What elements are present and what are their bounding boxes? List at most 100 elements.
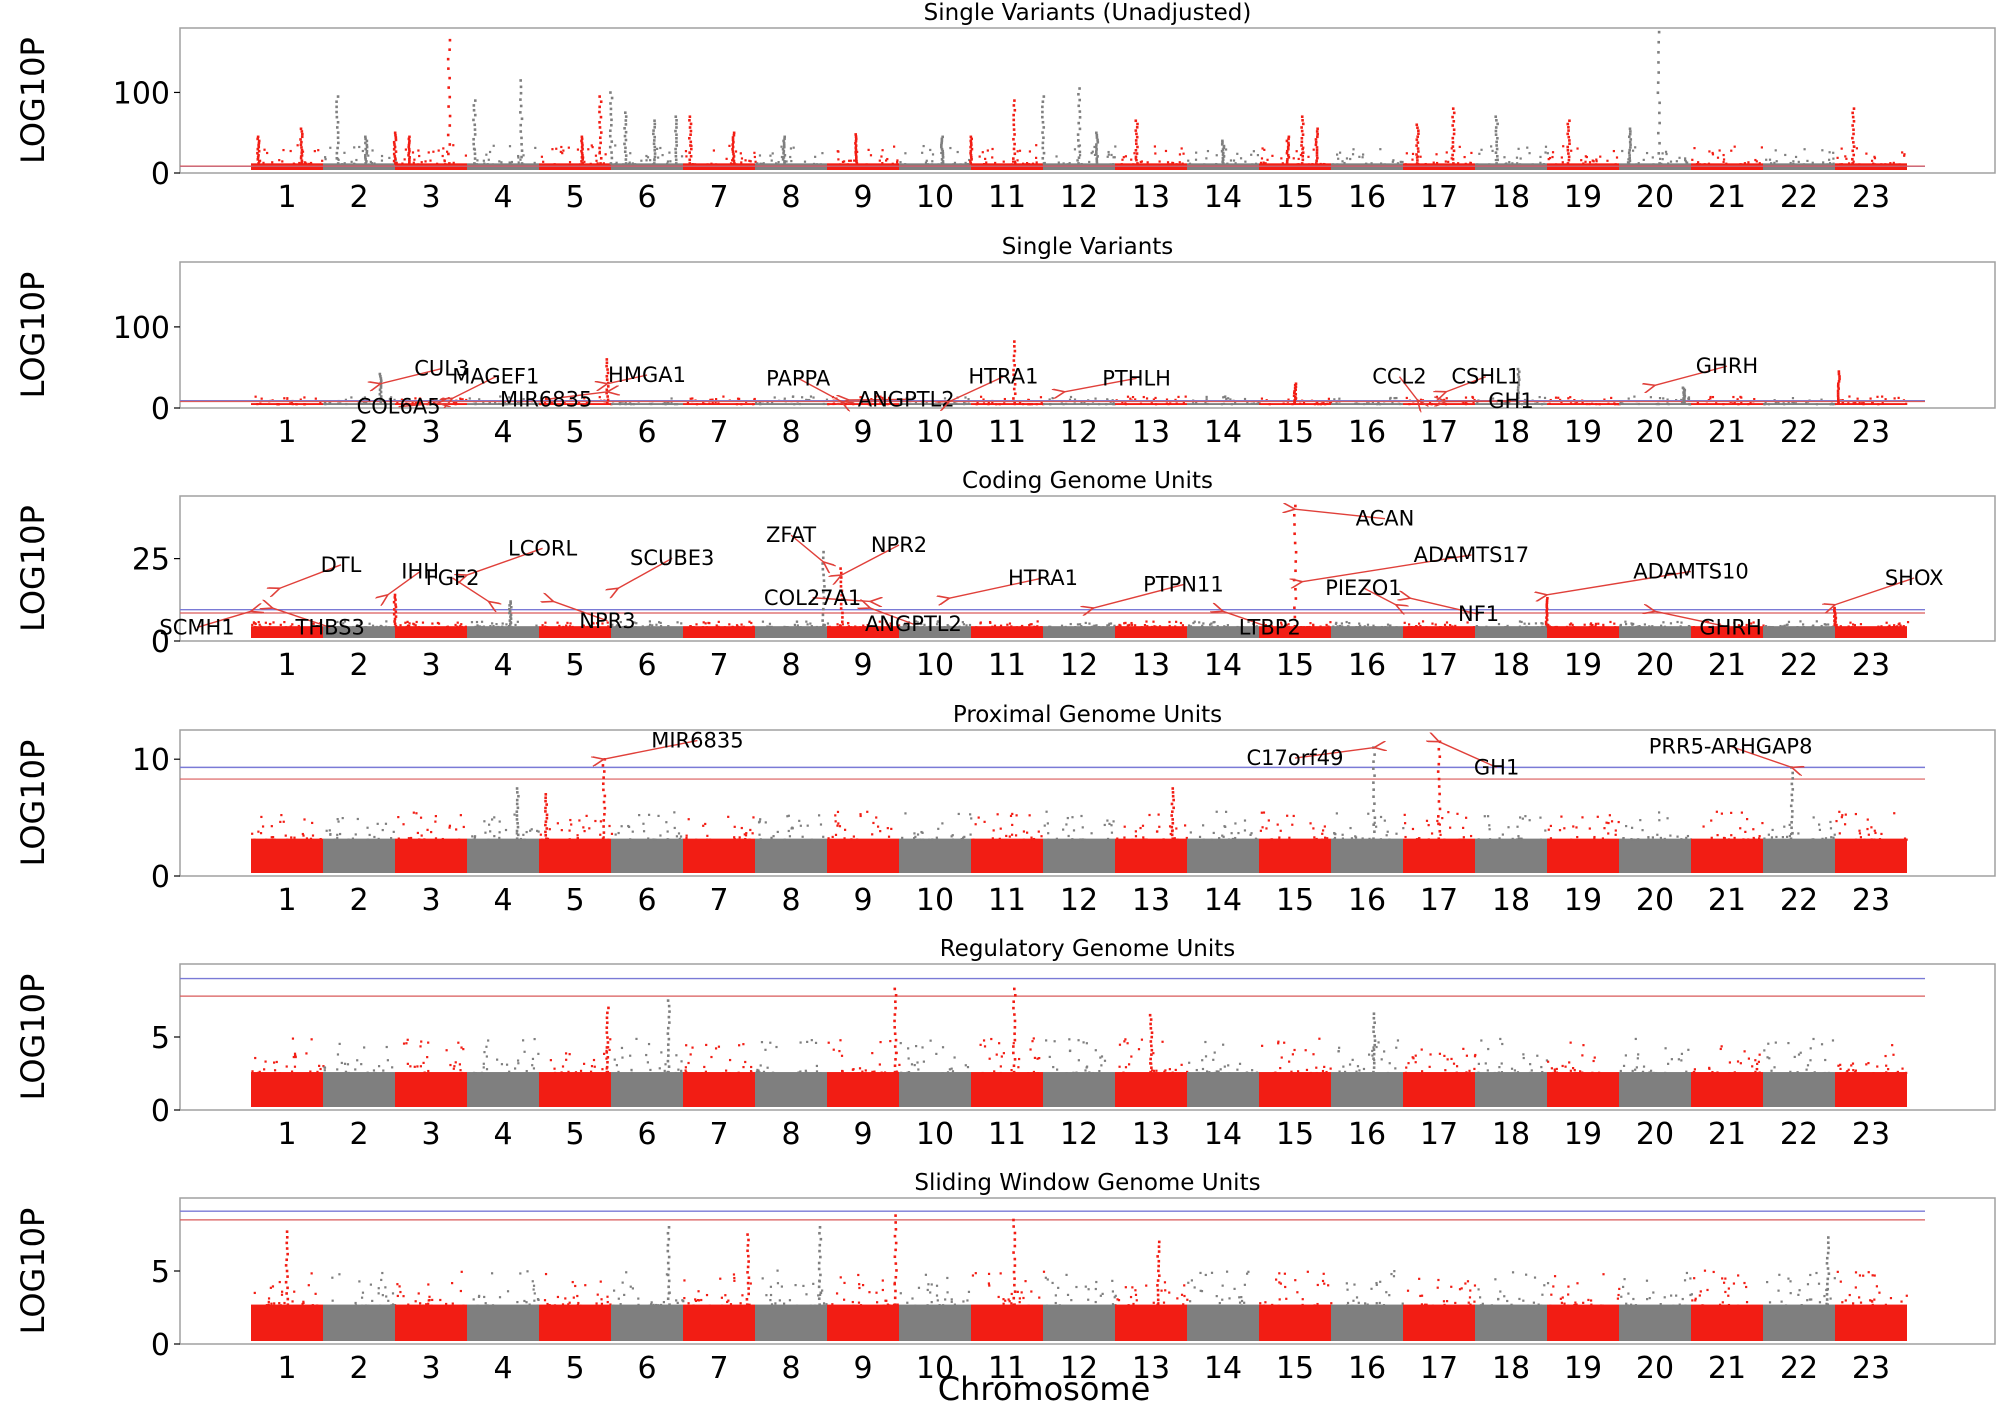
data-point xyxy=(1751,1065,1754,1068)
peak-point xyxy=(1827,1236,1830,1239)
data-point xyxy=(957,812,960,816)
peak-point xyxy=(1078,87,1081,90)
data-point xyxy=(594,819,597,823)
data-point xyxy=(677,1068,680,1071)
data-point xyxy=(1021,162,1025,165)
data-point xyxy=(413,158,416,161)
data-point xyxy=(1667,403,1670,406)
peak-point xyxy=(1135,152,1139,155)
data-point xyxy=(733,1276,736,1280)
data-point xyxy=(414,624,417,627)
data-point xyxy=(1346,1301,1350,1305)
data-point xyxy=(757,1070,760,1074)
peak-point xyxy=(1852,107,1856,110)
data-point xyxy=(1744,830,1747,833)
data-point xyxy=(953,161,957,164)
peak-point xyxy=(365,139,369,143)
data-point xyxy=(796,624,799,627)
data-point xyxy=(568,625,572,628)
data-point xyxy=(889,1039,892,1043)
data-point xyxy=(652,1303,655,1307)
data-point xyxy=(485,1068,489,1071)
gene-arrow xyxy=(467,547,543,575)
data-point xyxy=(1439,833,1442,836)
data-point xyxy=(999,1272,1002,1275)
peak-point xyxy=(1834,624,1838,628)
data-point xyxy=(1014,834,1018,837)
peak-point xyxy=(393,143,396,146)
data-point xyxy=(658,1067,661,1070)
data-point xyxy=(543,1299,547,1302)
data-point xyxy=(940,151,943,155)
data-point xyxy=(1263,148,1266,151)
peak-point xyxy=(609,113,613,116)
data-point xyxy=(1513,1069,1517,1072)
gene-arrow xyxy=(1439,742,1497,769)
data-point xyxy=(1275,1278,1278,1281)
data-point xyxy=(1844,1299,1847,1302)
data-point xyxy=(1569,396,1572,399)
data-point xyxy=(1627,1292,1630,1295)
peak-point xyxy=(285,1247,289,1250)
data-point xyxy=(293,1054,297,1057)
data-point xyxy=(1187,624,1191,627)
data-point xyxy=(1775,835,1778,839)
data-point xyxy=(1696,401,1699,404)
x-tick-label: 20 xyxy=(1636,415,1674,450)
peak-point xyxy=(653,126,656,129)
data-point xyxy=(318,1064,321,1067)
data-point xyxy=(472,838,475,841)
data-point xyxy=(1240,1299,1244,1303)
gene-label: NPR2 xyxy=(871,533,927,557)
data-point xyxy=(1200,1289,1204,1293)
peak-point xyxy=(1012,1006,1015,1010)
data-point xyxy=(454,1061,457,1064)
peak-point xyxy=(747,1238,750,1242)
peak-point xyxy=(1833,623,1837,627)
peak-point xyxy=(1013,1257,1017,1261)
data-point xyxy=(1465,816,1468,819)
x-tick-label: 9 xyxy=(853,180,872,215)
peak-point xyxy=(1789,804,1793,808)
data-point xyxy=(1098,1069,1101,1073)
data-point xyxy=(864,626,867,629)
data-point xyxy=(1359,624,1362,627)
data-point xyxy=(1903,153,1906,156)
data-point xyxy=(314,1292,317,1295)
data-point xyxy=(1160,1289,1163,1292)
data-point xyxy=(370,162,373,165)
data-point xyxy=(1327,1284,1330,1287)
data-point xyxy=(1536,626,1539,629)
data-point xyxy=(742,625,745,628)
data-point xyxy=(319,401,322,404)
chr-point-band xyxy=(827,403,899,405)
peak-point xyxy=(821,562,824,565)
peak-point xyxy=(1852,141,1855,144)
peak-point xyxy=(1013,152,1017,156)
data-point xyxy=(951,838,955,841)
data-point xyxy=(827,625,830,629)
data-point xyxy=(1504,625,1507,629)
data-point xyxy=(293,163,296,166)
peak-point xyxy=(732,133,736,137)
x-tick-label: 18 xyxy=(1492,415,1530,450)
data-point xyxy=(1315,402,1318,405)
data-point xyxy=(1020,626,1023,629)
data-point xyxy=(753,398,756,401)
peak-point xyxy=(284,1280,288,1284)
data-point xyxy=(662,1301,666,1304)
data-point xyxy=(685,836,688,840)
data-point xyxy=(406,624,410,627)
data-point xyxy=(1052,1065,1055,1069)
gene-arrow xyxy=(1547,570,1692,594)
data-point xyxy=(458,1063,461,1066)
data-point xyxy=(1222,396,1225,399)
peak-point xyxy=(1012,123,1016,127)
gene-arrow xyxy=(1655,611,1731,629)
peak-point xyxy=(598,151,601,155)
data-point xyxy=(1280,623,1283,626)
data-point xyxy=(528,1303,531,1306)
data-point xyxy=(997,1295,1000,1299)
chr-point-band xyxy=(539,1304,611,1341)
data-point xyxy=(591,146,594,149)
